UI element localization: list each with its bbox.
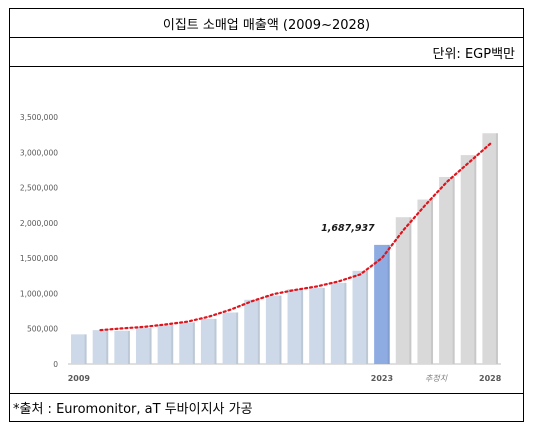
unit-label: 단위: EGP백만 (10, 38, 523, 67)
bar-2009 (71, 334, 87, 364)
bar-2028 (482, 133, 498, 364)
bar-shade-2010 (106, 330, 109, 364)
highlight-data-label: 1,687,937 (321, 223, 375, 234)
bar-2021 (330, 282, 347, 364)
bar-2025 (417, 199, 434, 364)
y-tick-label: 500,000 (27, 325, 58, 334)
bar-2022 (352, 270, 369, 364)
bar-shade-2022 (366, 270, 369, 364)
bar-shade-2028 (495, 133, 498, 364)
bar-2017 (244, 299, 260, 364)
bar-shade-2024 (409, 217, 412, 364)
bar-2010 (92, 330, 109, 364)
bar-2024 (395, 217, 412, 364)
bar-shade-2013 (171, 325, 174, 364)
bar-shade-2025 (431, 199, 434, 364)
bar-shade-2027 (474, 155, 477, 364)
x-tick-label-2009: 2009 (68, 374, 91, 383)
bar-2027 (460, 155, 477, 364)
forecast-label: 추정치 (425, 374, 448, 383)
x-tick-label-2028: 2028 (479, 374, 502, 383)
bar-2023 (374, 244, 390, 364)
bar-2016 (222, 312, 239, 364)
bar-shade-2016 (236, 312, 239, 364)
bar-shade-2023 (387, 244, 390, 364)
y-tick-label: 3,500,000 (20, 113, 58, 122)
bar-shade-2012 (149, 328, 152, 364)
bar-shade-2019 (301, 289, 304, 364)
source-note: *출처 : Euromonitor, aT 두바이지사 가공 (13, 402, 253, 417)
bar-shade-2026 (452, 176, 455, 364)
bar-shade-2017 (257, 299, 260, 364)
bar-shade-2018 (279, 295, 282, 364)
chart-table: 이집트 소매업 매출액 (2009~2028) 단위: EGP백만 0 500,0… (9, 8, 524, 422)
bar-shade-2011 (127, 330, 130, 364)
y-tick-label: 1,500,000 (20, 254, 58, 263)
bar-2014 (179, 322, 195, 364)
y-tick-label: 2,000,000 (20, 219, 58, 228)
bar-shade-2021 (344, 282, 347, 364)
bar-2011 (114, 330, 130, 364)
trend-line (99, 142, 492, 332)
bar-shade-2014 (192, 322, 195, 364)
bar-2012 (135, 328, 152, 364)
bar-2015 (200, 318, 217, 364)
bar-shade-2015 (214, 318, 217, 364)
bar-2020 (309, 287, 325, 364)
bar-chart: 0 500,000 1,000,000 1,500,000 2,000,000 2,500… (20, 113, 502, 383)
bar-2013 (157, 325, 174, 364)
bar-shade-2020 (322, 287, 325, 364)
x-tick-label-2023: 2023 (371, 374, 393, 383)
chart-area: 0 500,000 1,000,000 1,500,000 2,000,000 2,500… (10, 67, 523, 394)
y-tick-label: 1,000,000 (20, 289, 58, 298)
bar-shade-2009 (84, 334, 87, 364)
chart-title: 이집트 소매업 매출액 (2009~2028) (10, 9, 523, 38)
bar-2018 (265, 295, 282, 364)
y-tick-label: 2,500,000 (20, 184, 58, 193)
bar-2019 (287, 289, 304, 364)
y-tick-label: 3,000,000 (20, 148, 58, 157)
bar-2026 (439, 176, 455, 364)
y-tick-label: 0 (53, 360, 58, 369)
